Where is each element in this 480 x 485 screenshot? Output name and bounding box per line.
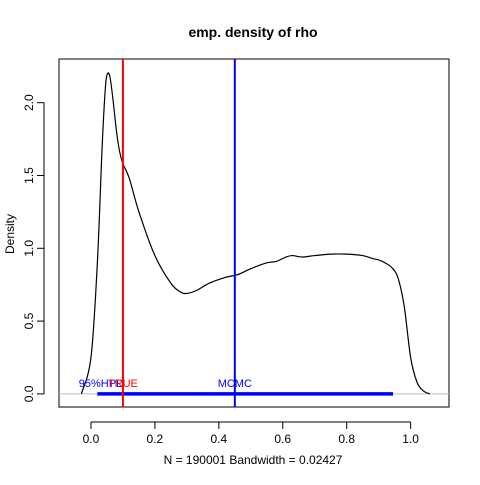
y-tick-label: 1.0 — [22, 240, 36, 257]
x-axis-label: N = 190001 Bandwidth = 0.02427 — [164, 453, 343, 467]
x-tick-label: 1.0 — [402, 432, 419, 446]
y-tick-label: 0.0 — [22, 385, 36, 402]
y-axis-label: Density — [3, 214, 17, 254]
x-tick-label: 0.4 — [210, 432, 227, 446]
mcmc-label: MCMC — [218, 378, 252, 390]
true-label: TRUE — [108, 378, 138, 390]
y-tick-label: 0.5 — [22, 312, 36, 329]
chart-title: emp. density of rho — [188, 24, 317, 40]
x-tick-label: 0.8 — [338, 432, 355, 446]
y-tick-label: 2.0 — [22, 94, 36, 111]
x-tick-label: 0.2 — [147, 432, 164, 446]
x-tick-label: 0.6 — [274, 432, 291, 446]
y-tick-label: 1.5 — [22, 167, 36, 184]
x-tick-label: 0.0 — [83, 432, 100, 446]
